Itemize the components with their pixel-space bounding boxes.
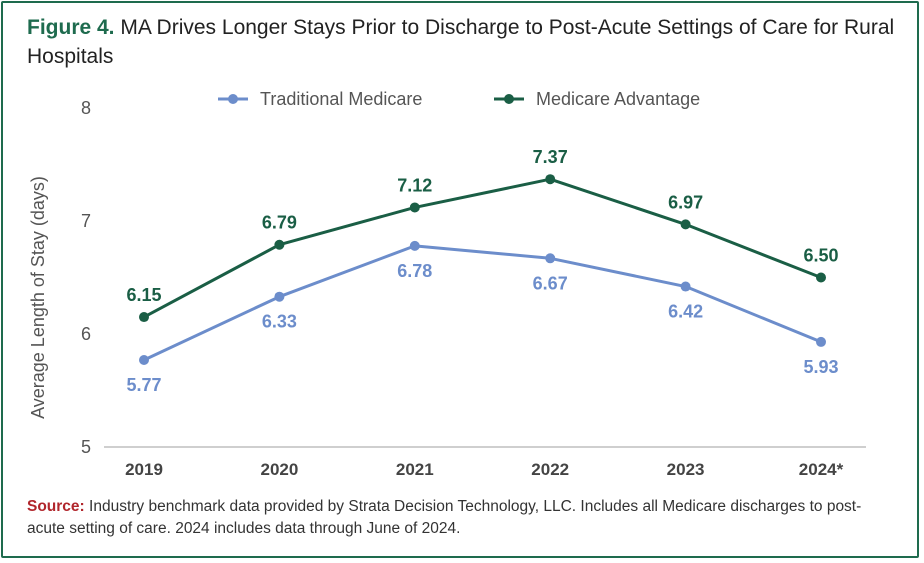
- data-label: 7.37: [533, 147, 568, 167]
- legend-swatch-marker: [228, 94, 238, 104]
- source-note: Source: Industry benchmark data provided…: [27, 496, 897, 540]
- y-axis-title: Average Length of Stay (days): [28, 176, 48, 419]
- y-tick-label: 5: [81, 437, 91, 457]
- legend-label: Traditional Medicare: [260, 89, 422, 109]
- y-axis: 5 6 7 8 Average Length of Stay (days): [28, 98, 91, 457]
- data-point: [409, 202, 420, 213]
- legend-label: Medicare Advantage: [536, 89, 700, 109]
- legend: Traditional Medicare Medicare Advantage: [218, 89, 700, 109]
- x-tick-label: 2021: [396, 460, 434, 479]
- data-label: 7.12: [397, 175, 432, 195]
- source-label: Source:: [27, 498, 85, 515]
- data-label: 5.93: [803, 357, 838, 377]
- data-point: [409, 240, 420, 251]
- series-line: [142, 177, 823, 319]
- source-text: Industry benchmark data provided by Stra…: [27, 498, 862, 537]
- y-tick-label: 8: [81, 98, 91, 118]
- data-point: [816, 336, 826, 347]
- data-label: 6.50: [803, 246, 838, 266]
- series-group: 5.77 6.33 6.78 6.67 6.42 5.93 6.15 6.79 7.12 7.37…: [126, 147, 838, 395]
- x-tick-label: 2022: [531, 460, 569, 479]
- data-label: 6.79: [262, 213, 297, 233]
- x-tick-label: 2023: [667, 460, 705, 479]
- data-label: 6.15: [126, 285, 161, 305]
- series-medicare-advantage: 6.15 6.79 7.12 7.37 6.97 6.50: [126, 147, 839, 323]
- x-tick-label: 2019: [125, 460, 163, 479]
- data-point: [274, 239, 285, 250]
- data-label: 5.77: [126, 375, 161, 395]
- data-label: 6.33: [262, 312, 297, 332]
- x-tick-label: 2024*: [799, 460, 844, 479]
- data-point: [545, 253, 556, 264]
- data-point: [139, 312, 149, 323]
- series-traditional-medicare: 5.77 6.33 6.78 6.67 6.42 5.93: [126, 240, 839, 395]
- data-label: 6.97: [668, 192, 703, 212]
- legend-item: Medicare Advantage: [494, 89, 700, 109]
- legend-swatch-marker: [504, 94, 514, 104]
- x-axis: 2019 2020 2021 2022 2023 2024*: [104, 446, 866, 479]
- data-label: 6.78: [397, 261, 432, 281]
- series-line: [142, 244, 823, 362]
- data-point: [274, 291, 285, 302]
- figure-title: Figure 4. MA Drives Longer Stays Prior t…: [27, 13, 897, 71]
- data-label: 6.42: [668, 302, 703, 322]
- x-tick-label: 2020: [260, 460, 298, 479]
- data-point: [680, 281, 691, 292]
- data-point: [816, 272, 826, 283]
- data-point: [139, 354, 149, 365]
- data-point: [680, 219, 691, 230]
- data-label: 6.67: [533, 273, 568, 293]
- legend-item: Traditional Medicare: [218, 89, 422, 109]
- y-tick-label: 7: [81, 211, 91, 231]
- figure-title-text: MA Drives Longer Stays Prior to Discharg…: [27, 16, 895, 68]
- figure-label: Figure 4.: [27, 16, 115, 39]
- data-point: [545, 174, 556, 185]
- y-tick-label: 6: [81, 324, 91, 344]
